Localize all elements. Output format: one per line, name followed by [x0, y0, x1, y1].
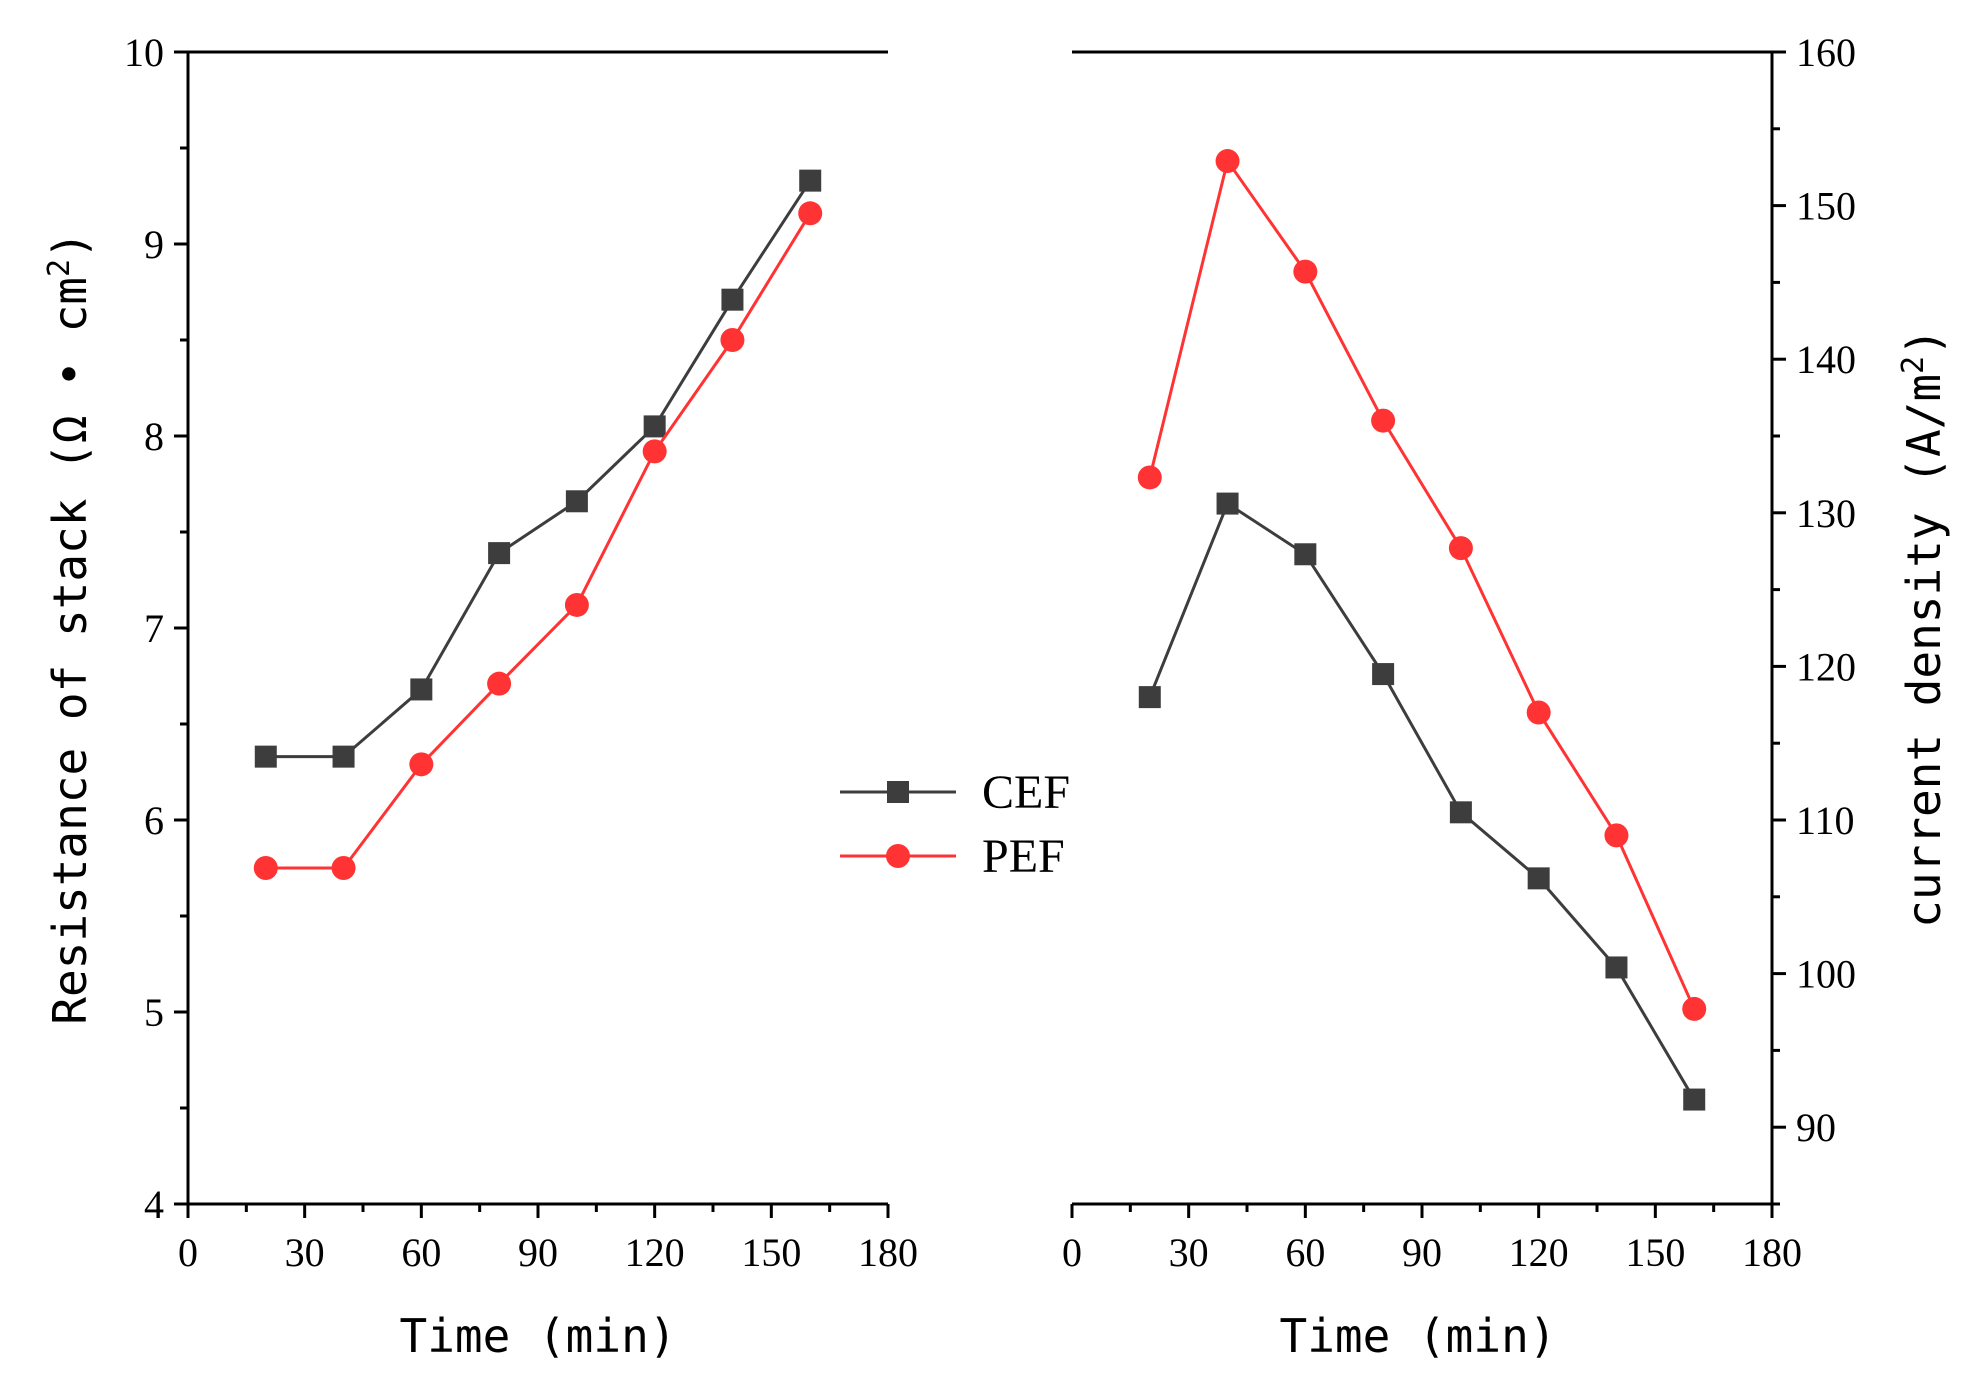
left-y-tick-label: 6 [144, 798, 164, 843]
left-pef-point [798, 201, 823, 226]
left-ticks: 0 30 60 90 120 150 180 4 5 6 7 8 9 10 [124, 30, 918, 1275]
left-cef-point [721, 288, 744, 311]
legend-pef-label: PEF [982, 830, 1065, 883]
right-x-tick-label: 60 [1285, 1230, 1325, 1275]
left-y-axis-title: Resistance of stack (Ω • cm2) [42, 231, 98, 1025]
left-pef-point [642, 439, 667, 464]
right-pef-point [1215, 149, 1240, 174]
left-y-tick-label: 7 [144, 606, 164, 651]
left-pef-point [331, 856, 356, 880]
right-x-tick-label: 180 [1742, 1230, 1802, 1275]
left-pef-point [409, 752, 434, 777]
right-pef-point [1682, 996, 1707, 1021]
legend-cef-marker [887, 781, 909, 803]
left-series [253, 169, 823, 880]
right-pef-point [1137, 465, 1162, 490]
left-x-tick-label: 60 [401, 1230, 441, 1275]
left-cef-point [799, 169, 822, 192]
left-x-axis-title: Time (min) [400, 1309, 677, 1363]
right-pef-point [1448, 536, 1473, 561]
right-pef-line [1148, 157, 1696, 1010]
left-y-tick-label: 10 [124, 30, 164, 75]
right-cef-point [1527, 867, 1550, 890]
right-y-tick-label: 160 [1796, 30, 1856, 75]
right-y-tick-label: 90 [1796, 1105, 1836, 1150]
left-cef-line [265, 179, 812, 759]
left-cef-point [565, 490, 588, 513]
left-x-tick-label: 30 [285, 1230, 325, 1275]
right-panel: 0 30 60 90 120 150 18090100110120130140150160 … [1062, 30, 1951, 1363]
right-x-tick-label: 30 [1169, 1230, 1209, 1275]
right-y-axis-title: current density (A/m2) [1896, 328, 1952, 928]
right-ticks: 0 30 60 90 120 150 180 90 100 110 120 130 140 150 160 [1062, 30, 1856, 1275]
left-pef-point [564, 592, 589, 617]
left-cef-point [643, 415, 666, 438]
left-cef-point [254, 745, 277, 768]
right-pef-point [1604, 823, 1629, 848]
left-cef-point [332, 745, 355, 768]
right-x-tick-label: 0 [1062, 1230, 1082, 1275]
legend-cef-label: CEF [982, 766, 1070, 819]
right-series [1137, 149, 1707, 1111]
right-y-tick-label: 120 [1796, 644, 1856, 689]
right-cef-point [1372, 663, 1395, 686]
left-x-tick-label: 0 [178, 1230, 198, 1275]
left-cef-point [410, 678, 433, 701]
right-cef-point [1605, 956, 1628, 979]
left-pef-point [720, 328, 745, 352]
left-x-tick-label: 90 [518, 1230, 558, 1275]
right-cef-point [1683, 1088, 1706, 1111]
right-x-tick-label: 120 [1509, 1230, 1569, 1275]
left-panel: 0 30 60 90 120 150 180 4 5 6 7 8 9 10 Time (min) Resi… [42, 30, 919, 1363]
right-y-tick-label: 140 [1796, 337, 1856, 382]
left-y-tick-label: 8 [144, 414, 164, 459]
right-x-tick-label: 150 [1625, 1230, 1685, 1275]
right-pef-point [1371, 408, 1396, 433]
right-cef-point [1216, 492, 1239, 515]
right-y-tick-label: 110 [1796, 798, 1855, 843]
right-x-tick-label: 90 [1402, 1230, 1442, 1275]
left-x-tick-label: 150 [741, 1230, 801, 1275]
left-pef-point [253, 856, 278, 880]
left-x-tick-label: 180 [858, 1230, 918, 1275]
legend: CEF PEF [840, 766, 1070, 883]
left-y-tick-label: 9 [144, 222, 164, 267]
right-pef-point [1293, 259, 1318, 284]
left-pef-point [487, 671, 512, 696]
right-cef-point [1138, 686, 1161, 709]
left-y-tick-label: 4 [144, 1182, 164, 1227]
right-y-tick-label: 150 [1796, 184, 1856, 229]
left-y-tick-label: 5 [144, 990, 164, 1035]
right-cef-point [1449, 801, 1472, 824]
right-cef-line [1148, 501, 1696, 1101]
right-y-tick-label: 100 [1796, 952, 1856, 997]
right-y-tick-label: 130 [1796, 491, 1856, 536]
left-pef-line [265, 212, 812, 870]
legend-pef-marker [886, 844, 910, 868]
right-pef-point [1526, 700, 1551, 725]
right-x-axis-title: Time (min) [1280, 1309, 1557, 1363]
right-cef-point [1294, 543, 1317, 566]
left-cef-point [488, 542, 511, 565]
left-x-tick-label: 120 [625, 1230, 685, 1275]
